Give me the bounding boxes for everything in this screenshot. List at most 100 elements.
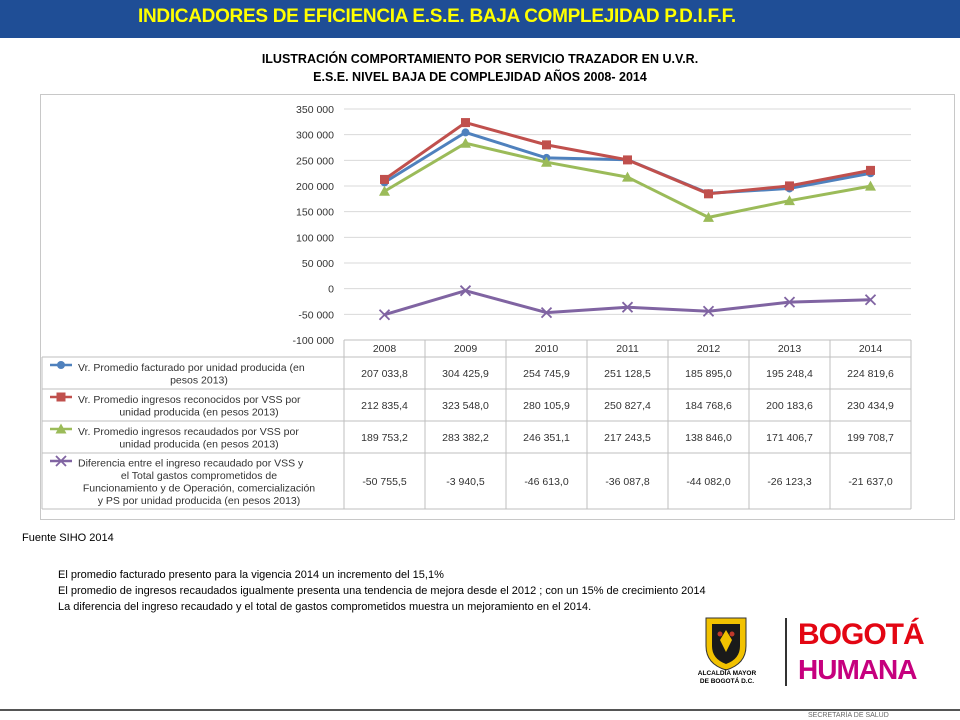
data-point	[704, 189, 713, 199]
category-label: 2008	[373, 343, 397, 355]
data-label: 250 827,4	[604, 400, 651, 412]
source-note: Fuente SIHO 2014	[22, 532, 114, 544]
note-line: La diferencia del ingreso recaudado y el…	[58, 601, 592, 613]
series-lines	[378, 118, 877, 321]
data-point	[459, 285, 472, 297]
y-tick-label: 200 000	[296, 181, 334, 193]
y-tick-label: 250 000	[296, 155, 334, 167]
bogota-logo-text: BOGOTÁ	[798, 618, 925, 651]
y-tick-label: -100 000	[293, 335, 335, 347]
category-label: 2011	[616, 343, 639, 355]
y-tick-label: 50 000	[302, 258, 334, 270]
legend-label: unidad producida (en pesos 2013)	[119, 406, 278, 418]
data-point	[378, 309, 391, 321]
data-point	[864, 294, 877, 306]
chart-frame	[40, 94, 955, 520]
data-point	[540, 306, 553, 319]
category-label: 2010	[535, 343, 559, 355]
data-label: 199 708,7	[847, 432, 894, 444]
data-point	[784, 195, 795, 206]
legend-label: unidad producida (en pesos 2013)	[119, 438, 278, 450]
data-point	[460, 137, 471, 148]
legend-label: Diferencia entre el ingreso recaudado po…	[78, 457, 304, 469]
data-point	[380, 174, 389, 184]
series-line	[384, 289, 871, 317]
category-label: 2009	[454, 343, 478, 355]
data-point	[541, 156, 552, 167]
data-point	[702, 305, 715, 317]
header-banner: INDICADORES DE EFICIENCIA E.S.E. BAJA CO…	[0, 0, 960, 38]
legend-label: pesos 2013)	[170, 374, 228, 386]
note-line: El promedio de ingresos recaudados igual…	[58, 585, 706, 597]
chart-title-line-1: ILUSTRACIÓN COMPORTAMIENTO POR SERVICIO …	[261, 52, 699, 66]
category-label: 2012	[697, 343, 721, 355]
data-label: 212 835,4	[361, 400, 408, 412]
data-label: 280 105,9	[523, 400, 570, 412]
legend-label: Vr. Promedio ingresos recaudados por VSS…	[78, 426, 299, 438]
data-label: -36 087,8	[605, 476, 650, 488]
category-label: 2013	[778, 343, 802, 355]
logos: ALCALDÍA MAYOR DE BOGOTÁ D.C. BOGOTÁ HUM…	[686, 614, 936, 694]
legend-key-marker	[57, 361, 65, 369]
legend-key-marker	[56, 392, 66, 402]
footer-text: SECRETARÍA DE SALUD	[808, 712, 889, 719]
data-label: 323 548,0	[442, 400, 489, 412]
data-point	[621, 301, 634, 313]
data-label: -26 123,3	[767, 476, 812, 488]
data-label: -21 637,0	[848, 476, 893, 488]
data-label: 200 183,6	[766, 400, 813, 412]
data-label: 207 033,8	[361, 368, 408, 380]
data-label: 254 745,9	[523, 368, 570, 380]
alcaldia-crest-icon	[705, 617, 787, 686]
data-label: 224 819,6	[847, 368, 894, 380]
humana-logo-text: HUMANA	[798, 654, 917, 685]
data-label: 184 768,6	[685, 400, 732, 412]
notes-block: El promedio facturado presento para la v…	[58, 567, 706, 615]
data-label: 246 351,1	[523, 432, 570, 444]
data-label: 171 406,7	[766, 432, 813, 444]
data-label: 230 434,9	[847, 400, 894, 412]
data-point	[865, 180, 876, 191]
data-label: -46 613,0	[524, 476, 569, 488]
data-point	[623, 155, 632, 165]
data-label: -3 940,5	[446, 476, 485, 488]
data-label: 189 753,2	[361, 432, 408, 444]
footer-rule	[0, 709, 960, 711]
legend-label: Vr. Promedio facturado por unidad produc…	[78, 362, 305, 374]
legend-label: Vr. Promedio ingresos reconocidos por VS…	[78, 394, 301, 406]
alcaldia-label: ALCALDÍA MAYOR	[697, 670, 757, 677]
data-label: 304 425,9	[442, 368, 489, 380]
data-point	[379, 185, 390, 196]
data-label: -50 755,5	[362, 476, 407, 488]
data-label: 217 243,5	[604, 432, 651, 444]
data-point	[785, 181, 794, 191]
y-tick-label: -50 000	[298, 309, 334, 321]
legend-label: Funcionamiento y de Operación, comercial…	[83, 482, 315, 494]
page-title: INDICADORES DE EFICIENCIA E.S.E. BAJA CO…	[138, 6, 736, 27]
y-tick-label: 300 000	[296, 130, 334, 142]
chart-title-line-2: E.S.E. NIVEL BAJA DE COMPLEJIDAD AÑOS 20…	[313, 70, 647, 84]
legend-label: y PS por unidad producida (en pesos 2013…	[98, 495, 301, 507]
data-point	[622, 171, 633, 182]
note-line: El promedio facturado presento para la v…	[58, 569, 444, 581]
data-label: 283 382,2	[442, 432, 489, 444]
data-point	[461, 118, 470, 128]
y-tick-label: 350 000	[296, 104, 334, 116]
data-point	[542, 140, 551, 150]
y-tick-label: 0	[328, 284, 334, 296]
y-tick-label: 100 000	[296, 232, 334, 244]
data-point	[461, 128, 470, 137]
y-axis-tick-labels: -100 000 -50 000 0 50 000 100 000 150 000 200 …	[293, 104, 335, 347]
data-table: 2008 2009 2010 2011 2012 2013 2014 Vr. Promedio…	[41, 339, 912, 510]
y-tick-label: 150 000	[296, 207, 334, 219]
data-label: -44 082,0	[686, 476, 731, 488]
alcaldia-label: DE BOGOTÁ D.C.	[699, 678, 755, 685]
data-point	[866, 165, 875, 175]
legend-key-marker	[55, 423, 67, 434]
legend-label: el Total gastos comprometidos de	[121, 470, 277, 482]
data-label: 138 846,0	[685, 432, 732, 444]
data-label: 185 895,0	[685, 368, 732, 380]
data-point	[783, 296, 796, 308]
category-label: 2014	[859, 343, 883, 355]
